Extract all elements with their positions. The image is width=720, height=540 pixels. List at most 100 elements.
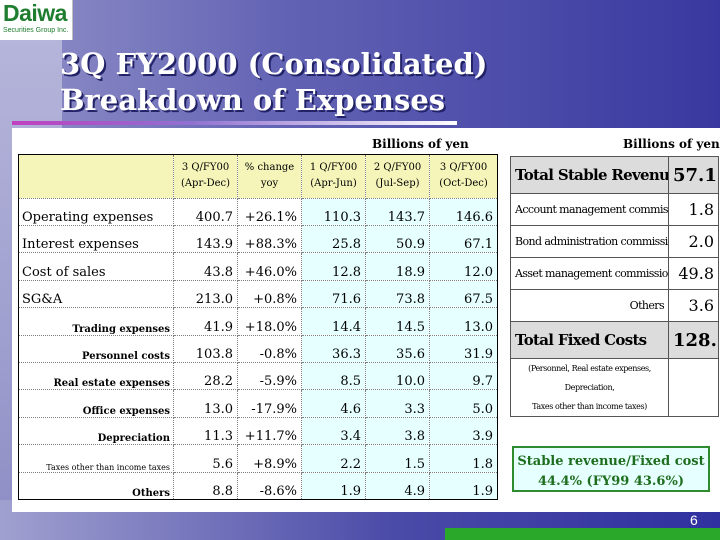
row-label: Others [18,471,174,501]
note-line: (Personnel, Real estate expenses, Deprec… [528,364,651,392]
cell-value: 41.9 [173,307,238,336]
page-number: 6 [690,512,698,528]
table-row: Taxes other than income taxes 5.6 +8.9% … [18,444,498,473]
header-cell-pct-change: % change yoy [237,154,302,199]
cell-value: +18.0% [237,307,302,336]
cell-value: 8.8 [173,471,238,501]
cell-value: 18.9 [365,252,430,281]
cell-value: +46.0% [237,252,302,281]
cell-value: 67.1 [429,225,498,254]
list-item: Account management commissions 1.8 [510,193,719,226]
header-band [0,0,720,130]
cell-value: -17.9% [237,389,302,418]
cell-value: 14.5 [365,307,430,336]
ratio-callout: Stable revenue/Fixed cost 44.4% (FY99 43… [512,446,710,492]
table-row: Personnel costs 103.8 -0.8% 36.3 35.6 31… [18,334,498,363]
header-line: yoy [260,178,279,190]
cell-value: 213.0 [173,279,238,309]
row-label: Operating expenses [18,197,174,227]
cell-value: 1.8 [429,444,498,473]
title-line-1: 3Q FY2000 (Consolidated) [60,47,488,81]
row-label: Office expenses [18,389,174,418]
cell-value: 9.7 [429,361,498,391]
cell-value: 1.9 [429,471,498,501]
cell-value: 12.0 [429,252,498,281]
total-fixed-label: Total Fixed Costs [510,321,669,359]
item-label: Asset management commissions [510,257,669,290]
header-line: (Jul-Sep) [375,178,420,190]
title-line-2: Breakdown of Expenses [60,83,446,117]
header-line: (Apr-Jun) [310,178,357,190]
header-line: 2 Q/FY00 [373,162,422,174]
row-label: Interest expenses [18,225,174,254]
row-label: Cost of sales [18,252,174,281]
cell-value: 4.9 [365,471,430,501]
item-value: 2.0 [668,225,719,258]
cell-value: 12.8 [301,252,366,281]
cell-value: 143.7 [365,197,430,227]
item-label: Bond administration commissions [510,225,669,258]
header-cell-1q: 1 Q/FY00 (Apr-Jun) [301,154,366,199]
header-line: 1 Q/FY00 [309,162,358,174]
cell-value: 1.9 [301,471,366,501]
cell-value: 25.8 [301,225,366,254]
item-value: 3.6 [668,289,719,322]
list-item: Others 3.6 [510,289,719,322]
cell-value: +8.9% [237,444,302,473]
footer-accent-bar [445,528,720,540]
cell-value: -8.6% [237,471,302,501]
company-logo: Daiwa Securities Group Inc. [0,0,73,40]
header-cell-3q-oct-dec: 3 Q/FY00 (Oct-Dec) [429,154,498,199]
row-label: Depreciation [18,416,174,446]
cell-value: 1.5 [365,444,430,473]
title-underline [12,121,457,125]
header-cell-3q-apr-dec: 3 Q/FY00 (Apr-Dec) [173,154,238,199]
note-row: (Personnel, Real estate expenses, Deprec… [510,358,719,417]
cell-value: 4.6 [301,389,366,418]
item-value: 49.8 [668,257,719,290]
header-cell-label [18,154,174,199]
row-label: Real estate expenses [18,361,174,391]
cell-value: 3.8 [365,416,430,446]
cell-value: 8.5 [301,361,366,391]
item-label: Others [510,289,669,322]
table-row: Real estate expenses 28.2 -5.9% 8.5 10.0… [18,361,498,391]
table-row: SG&A 213.0 +0.8% 71.6 73.8 67.5 [18,279,498,309]
cell-value: 143.9 [173,225,238,254]
total-fixed-row: Total Fixed Costs 128.6 [510,321,719,359]
total-stable-label: Total Stable Revenues [510,156,669,194]
table-row: Office expenses 13.0 -17.9% 4.6 3.3 5.0 [18,389,498,418]
table-header-row: 3 Q/FY00 (Apr-Dec) % change yoy 1 Q/FY00 (A… [18,154,498,199]
table-row: Interest expenses 143.9 +88.3% 25.8 50.9… [18,225,498,254]
item-value: 1.8 [668,193,719,226]
cell-value: +88.3% [237,225,302,254]
list-item: Asset management commissions 49.8 [510,257,719,290]
stable-revenue-table: Total Stable Revenues 57.1 Account manag… [510,156,719,417]
header-line: (Apr-Dec) [180,178,231,190]
cell-value: 13.0 [429,307,498,336]
header-line: % change [244,162,295,174]
note-empty-cell [668,358,719,417]
cell-value: 110.3 [301,197,366,227]
fixed-costs-note: (Personnel, Real estate expenses, Deprec… [510,358,669,417]
cell-value: 103.8 [173,334,238,363]
cell-value: 35.6 [365,334,430,363]
table-row: Others 8.8 -8.6% 1.9 4.9 1.9 [18,471,498,501]
item-label: Account management commissions [510,193,669,226]
row-label: Taxes other than income taxes [18,444,174,473]
unit-label-right: Billions of yen [623,137,720,151]
cell-value: 67.5 [429,279,498,309]
header-line: (Oct-Dec) [439,178,488,190]
logo-subtitle: Securities Group Inc. [3,27,69,34]
cell-value: +26.1% [237,197,302,227]
cell-value: 10.0 [365,361,430,391]
unit-label-left: Billions of yen [372,137,469,151]
callout-line-1: Stable revenue/Fixed cost [517,454,705,469]
row-label: Personnel costs [18,334,174,363]
cell-value: -0.8% [237,334,302,363]
row-label: Trading expenses [18,307,174,336]
cell-value: 5.0 [429,389,498,418]
header-line: 3 Q/FY00 [439,162,488,174]
cell-value: 31.9 [429,334,498,363]
cell-value: 14.4 [301,307,366,336]
